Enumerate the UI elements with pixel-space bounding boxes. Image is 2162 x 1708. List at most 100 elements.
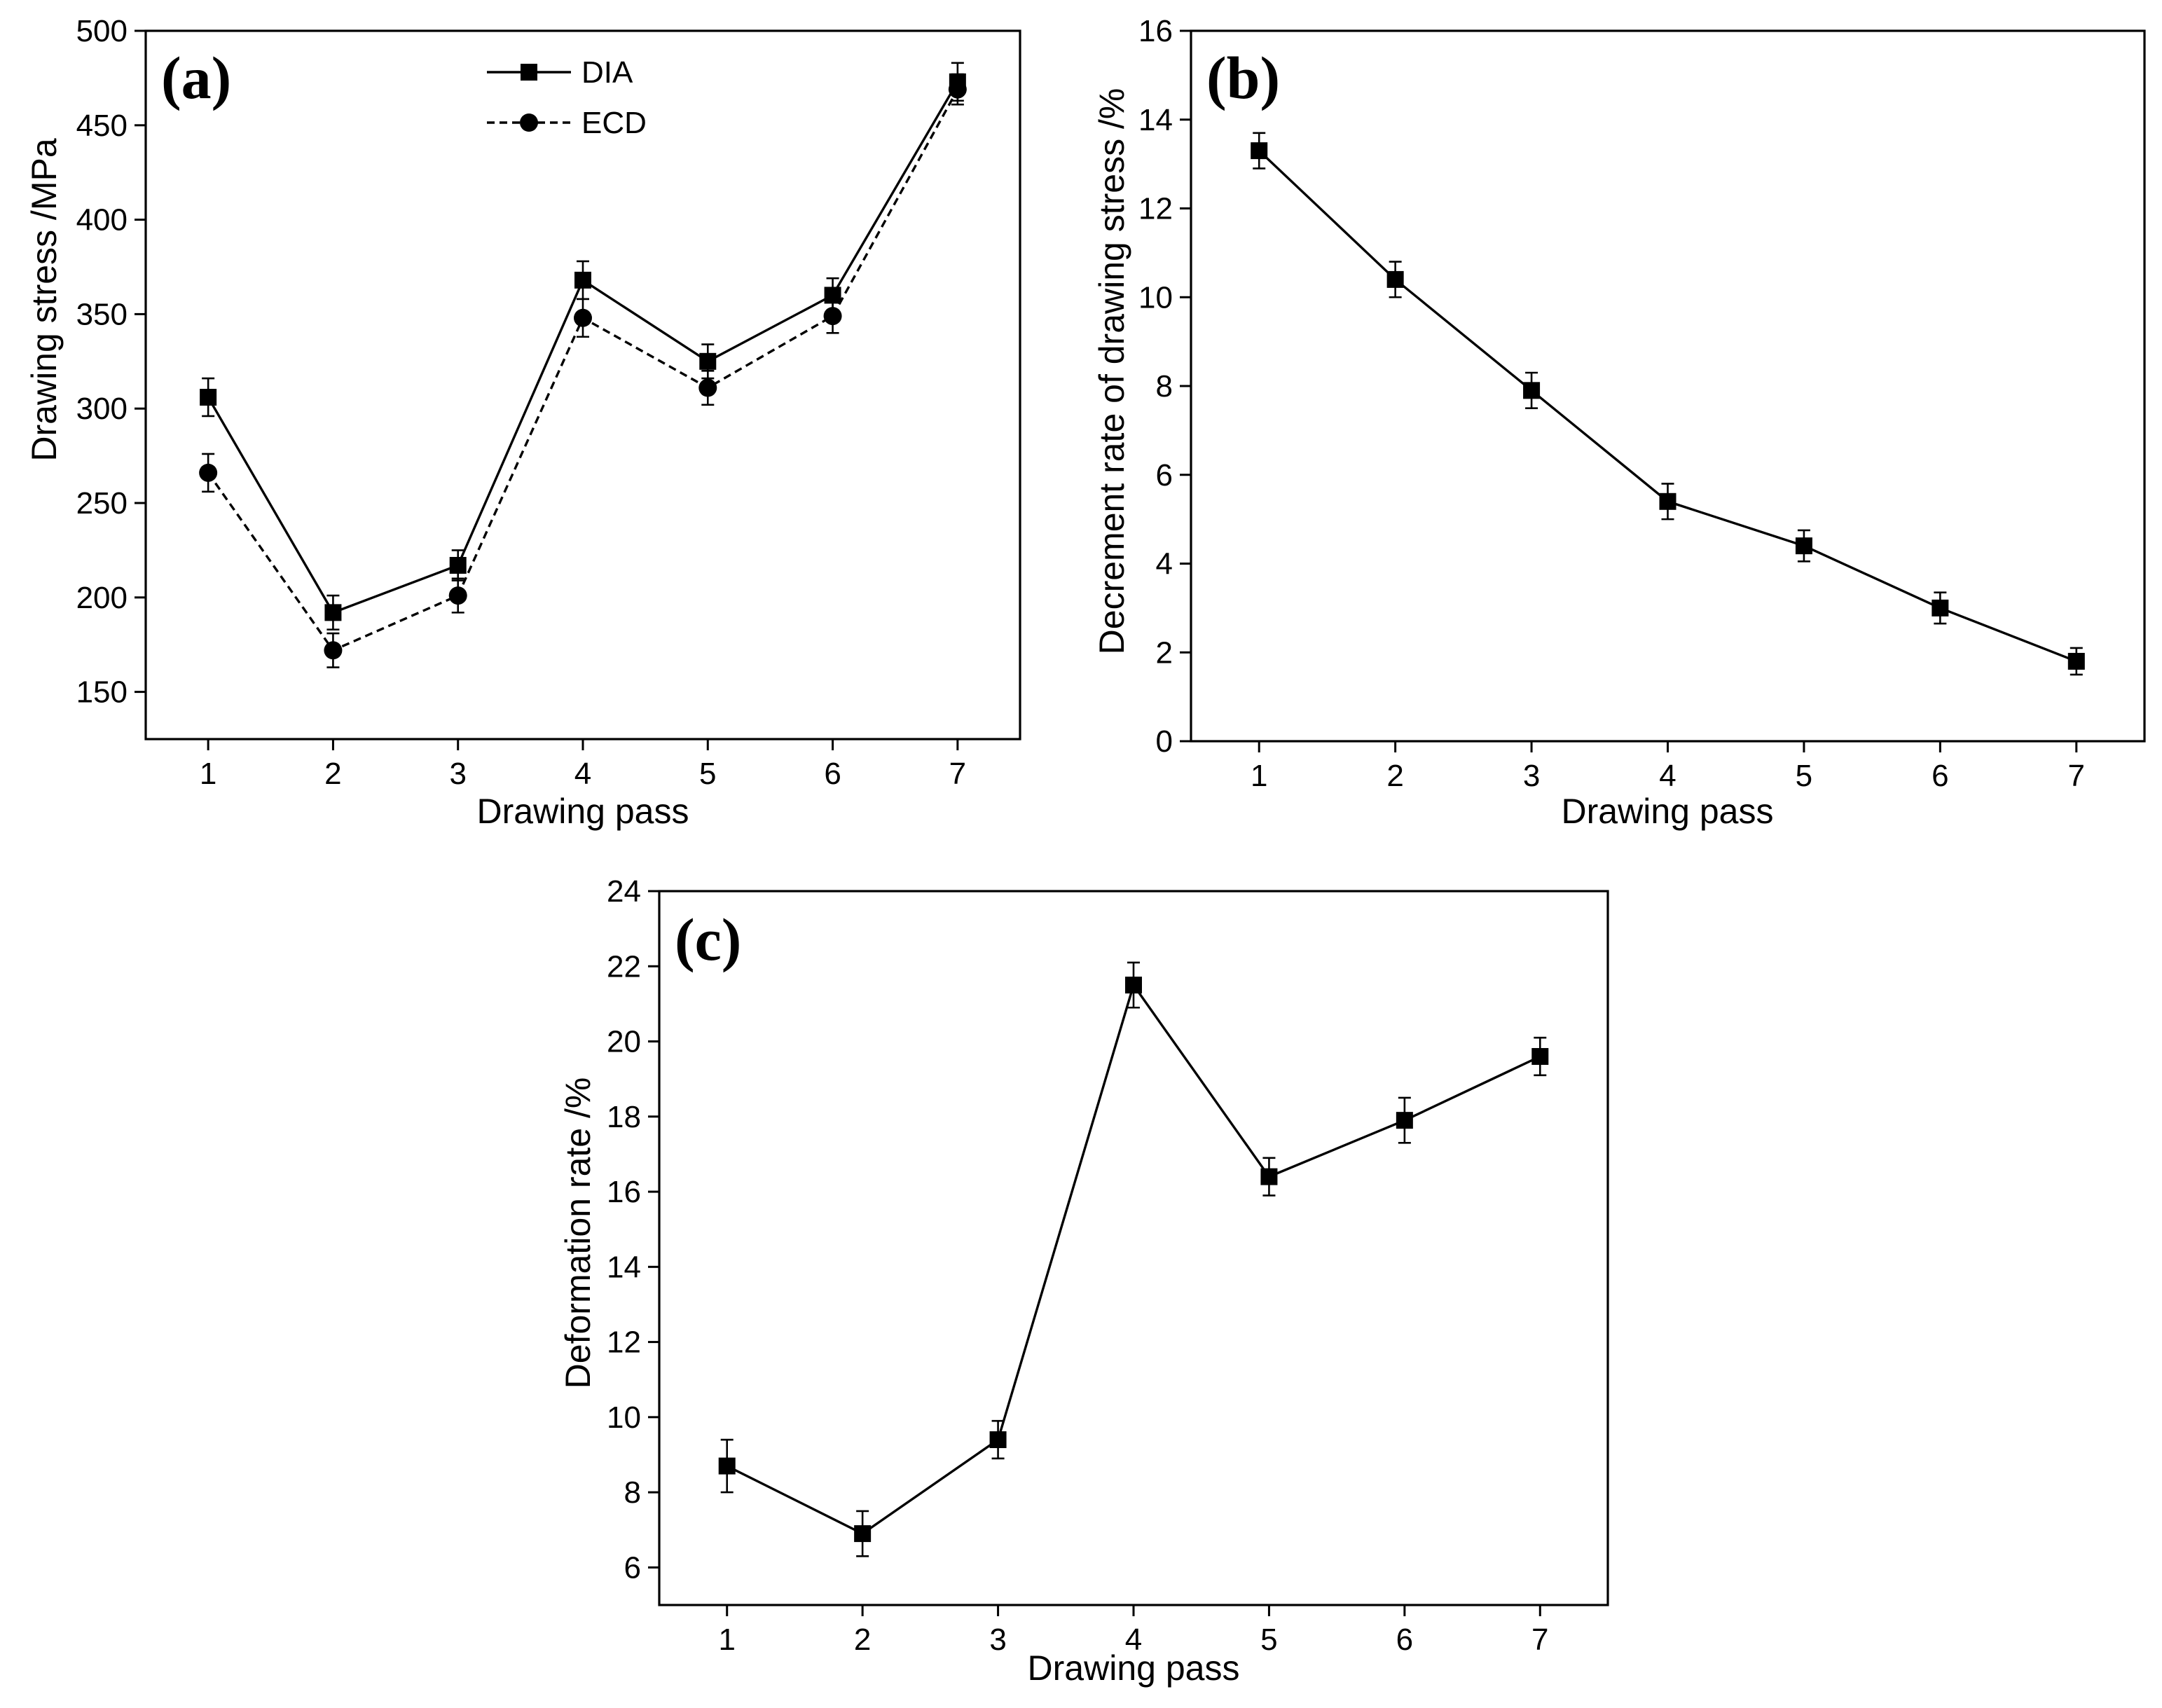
panel-c-y-axis-label: Deformation rate /% (558, 1077, 598, 1389)
panel-a-dia-point (574, 271, 591, 289)
panel-b-y-tick-label: 14 (1138, 103, 1173, 137)
panel-b-decrement-rate-point (2067, 652, 2085, 670)
panel-c-y-tick-label: 10 (607, 1400, 641, 1435)
panel-b-decrement-rate-point (1386, 270, 1404, 288)
panel-c-lines (726, 982, 1541, 1536)
panel-a-ecd-point (448, 586, 467, 605)
panel-a-x-tick-label: 3 (449, 757, 466, 791)
panel-c-x-tick-label: 5 (1260, 1623, 1277, 1657)
panel-b-x-tick-label: 5 (1796, 759, 1812, 793)
panel-c-series-deformation-rate-line (726, 982, 1541, 1536)
panel-a-ticks: 1 2 3 4 5 6 7 150 200 250 300 350 400 450 500 (76, 14, 967, 791)
panel-a-x-tick-label: 6 (824, 757, 841, 791)
panel-c-y-tick-label: 16 (607, 1175, 641, 1209)
panel-b-decrement-rate-point (1659, 493, 1676, 510)
panel-a-legend: DIA ECD (487, 55, 647, 140)
panel-b-decrement-rate-point (1523, 382, 1541, 399)
panel-c-y-tick-label: 22 (607, 949, 641, 984)
panel-a-x-tick-label: 7 (949, 757, 966, 791)
panel-c-deformation-rate-point (989, 1431, 1007, 1449)
panel-c-x-tick-label: 6 (1396, 1623, 1413, 1657)
panel-b-lines (1258, 149, 2077, 663)
panel-a-label: (a) (161, 44, 231, 111)
panel-c-deformation-rate-point (718, 1457, 736, 1475)
panel-b-y-tick-label: 16 (1138, 14, 1173, 48)
panel-b-decrement-rate-point (1932, 599, 1949, 617)
panel-a-x-tick-label: 4 (574, 757, 591, 791)
panel-a-y-tick-label: 150 (76, 675, 128, 710)
panel-c-y-tick-label: 24 (607, 874, 641, 909)
panel-a-y-tick-label: 350 (76, 297, 128, 331)
panel-a-x-tick-label: 5 (699, 757, 716, 791)
panel-c-deformation-rate-point (1125, 977, 1142, 994)
panel-c-y-tick-label: 12 (607, 1325, 641, 1360)
panel-b-y-tick-label: 6 (1156, 458, 1173, 493)
panel-c-deformation-rate-point (1260, 1168, 1278, 1185)
panel-a-dia-point (200, 389, 217, 406)
panel-c-markers (718, 961, 1549, 1557)
panel-b-y-tick-label: 8 (1156, 369, 1173, 404)
panel-a-ecd-point (574, 308, 592, 327)
panel-a-y-tick-label: 500 (76, 14, 128, 48)
panel-c-label: (c) (675, 906, 741, 973)
panel-a-dia-point (449, 556, 467, 574)
panel-a-y-tick-label: 200 (76, 581, 128, 615)
panel-c-x-tick-label: 2 (854, 1623, 871, 1657)
panel-a-dia-point (699, 352, 717, 370)
panel-a-ecd-point (199, 463, 218, 482)
panel-a-ecd-point (823, 307, 842, 326)
panel-c-x-tick-label: 7 (1531, 1623, 1548, 1657)
panel-a-series-dia-line (207, 81, 959, 614)
panel-c-deformation-rate-point (1396, 1112, 1413, 1129)
panel-b-y-axis-label: Decrement rate of drawing stress /% (1092, 88, 1131, 655)
panel-b-label: (b) (1206, 44, 1280, 111)
panel-b-markers (1251, 132, 2085, 676)
panel-c-y-tick-label: 14 (607, 1250, 641, 1284)
panel-b-decrement-rate-point (1251, 142, 1268, 160)
panel-a-markers (199, 62, 967, 668)
panel-a-y-tick-label: 250 (76, 486, 128, 521)
legend-dia-label: DIA (581, 55, 633, 90)
panel-b-y-tick-label: 4 (1156, 547, 1173, 581)
panel-a-drawing-stress: 1 2 3 4 5 6 7 150 200 250 300 350 400 450 500 (a) Draw… (25, 14, 1021, 831)
panel-a-ecd-point (324, 641, 343, 660)
panel-b-y-tick-label: 2 (1156, 635, 1173, 670)
panel-b-plot-frame (1190, 29, 2146, 743)
panel-b-x-tick-label: 4 (1659, 759, 1676, 793)
panel-c-y-tick-label: 6 (624, 1550, 641, 1585)
panel-b-series-decrement-rate-line (1258, 149, 2077, 663)
panel-b-x-tick-label: 3 (1523, 759, 1540, 793)
panel-a-series-ecd-line (207, 88, 959, 652)
panel-a-dia-point (324, 604, 342, 621)
panel-c-x-tick-label: 4 (1125, 1623, 1142, 1657)
panel-b-x-tick-label: 1 (1251, 759, 1267, 793)
panel-b-x-tick-label: 2 (1386, 759, 1403, 793)
panel-a-y-tick-label: 300 (76, 392, 128, 426)
panel-c-x-axis-label: Drawing pass (1028, 1648, 1240, 1688)
panel-a-y-axis-label: Drawing stress /MPa (25, 138, 64, 461)
legend-ecd-marker (520, 113, 538, 132)
panel-a-y-tick-label: 400 (76, 203, 128, 237)
panel-a-x-axis-label: Drawing pass (477, 792, 689, 831)
panel-a-ecd-point (948, 80, 967, 99)
panel-c-deformation-rate-point (854, 1525, 872, 1543)
panel-a-y-tick-label: 450 (76, 109, 128, 143)
panel-a-ecd-point (698, 378, 717, 397)
panel-c-y-tick-label: 8 (624, 1475, 641, 1510)
panel-b-y-tick-label: 12 (1138, 192, 1173, 226)
panel-a-x-tick-label: 2 (324, 757, 341, 791)
panel-b-y-tick-label: 10 (1138, 280, 1173, 315)
panel-c-x-tick-label: 1 (718, 1623, 735, 1657)
panel-b-decrement-rate-point (1795, 537, 1812, 555)
panel-b-x-tick-label: 6 (1932, 759, 1948, 793)
panel-a-x-tick-label: 1 (200, 757, 216, 791)
panel-c-deformation-rate-point (1531, 1047, 1549, 1065)
panel-c-y-tick-label: 18 (607, 1100, 641, 1134)
legend-ecd-label: ECD (581, 106, 647, 140)
panel-b-x-tick-label: 7 (2068, 759, 2085, 793)
